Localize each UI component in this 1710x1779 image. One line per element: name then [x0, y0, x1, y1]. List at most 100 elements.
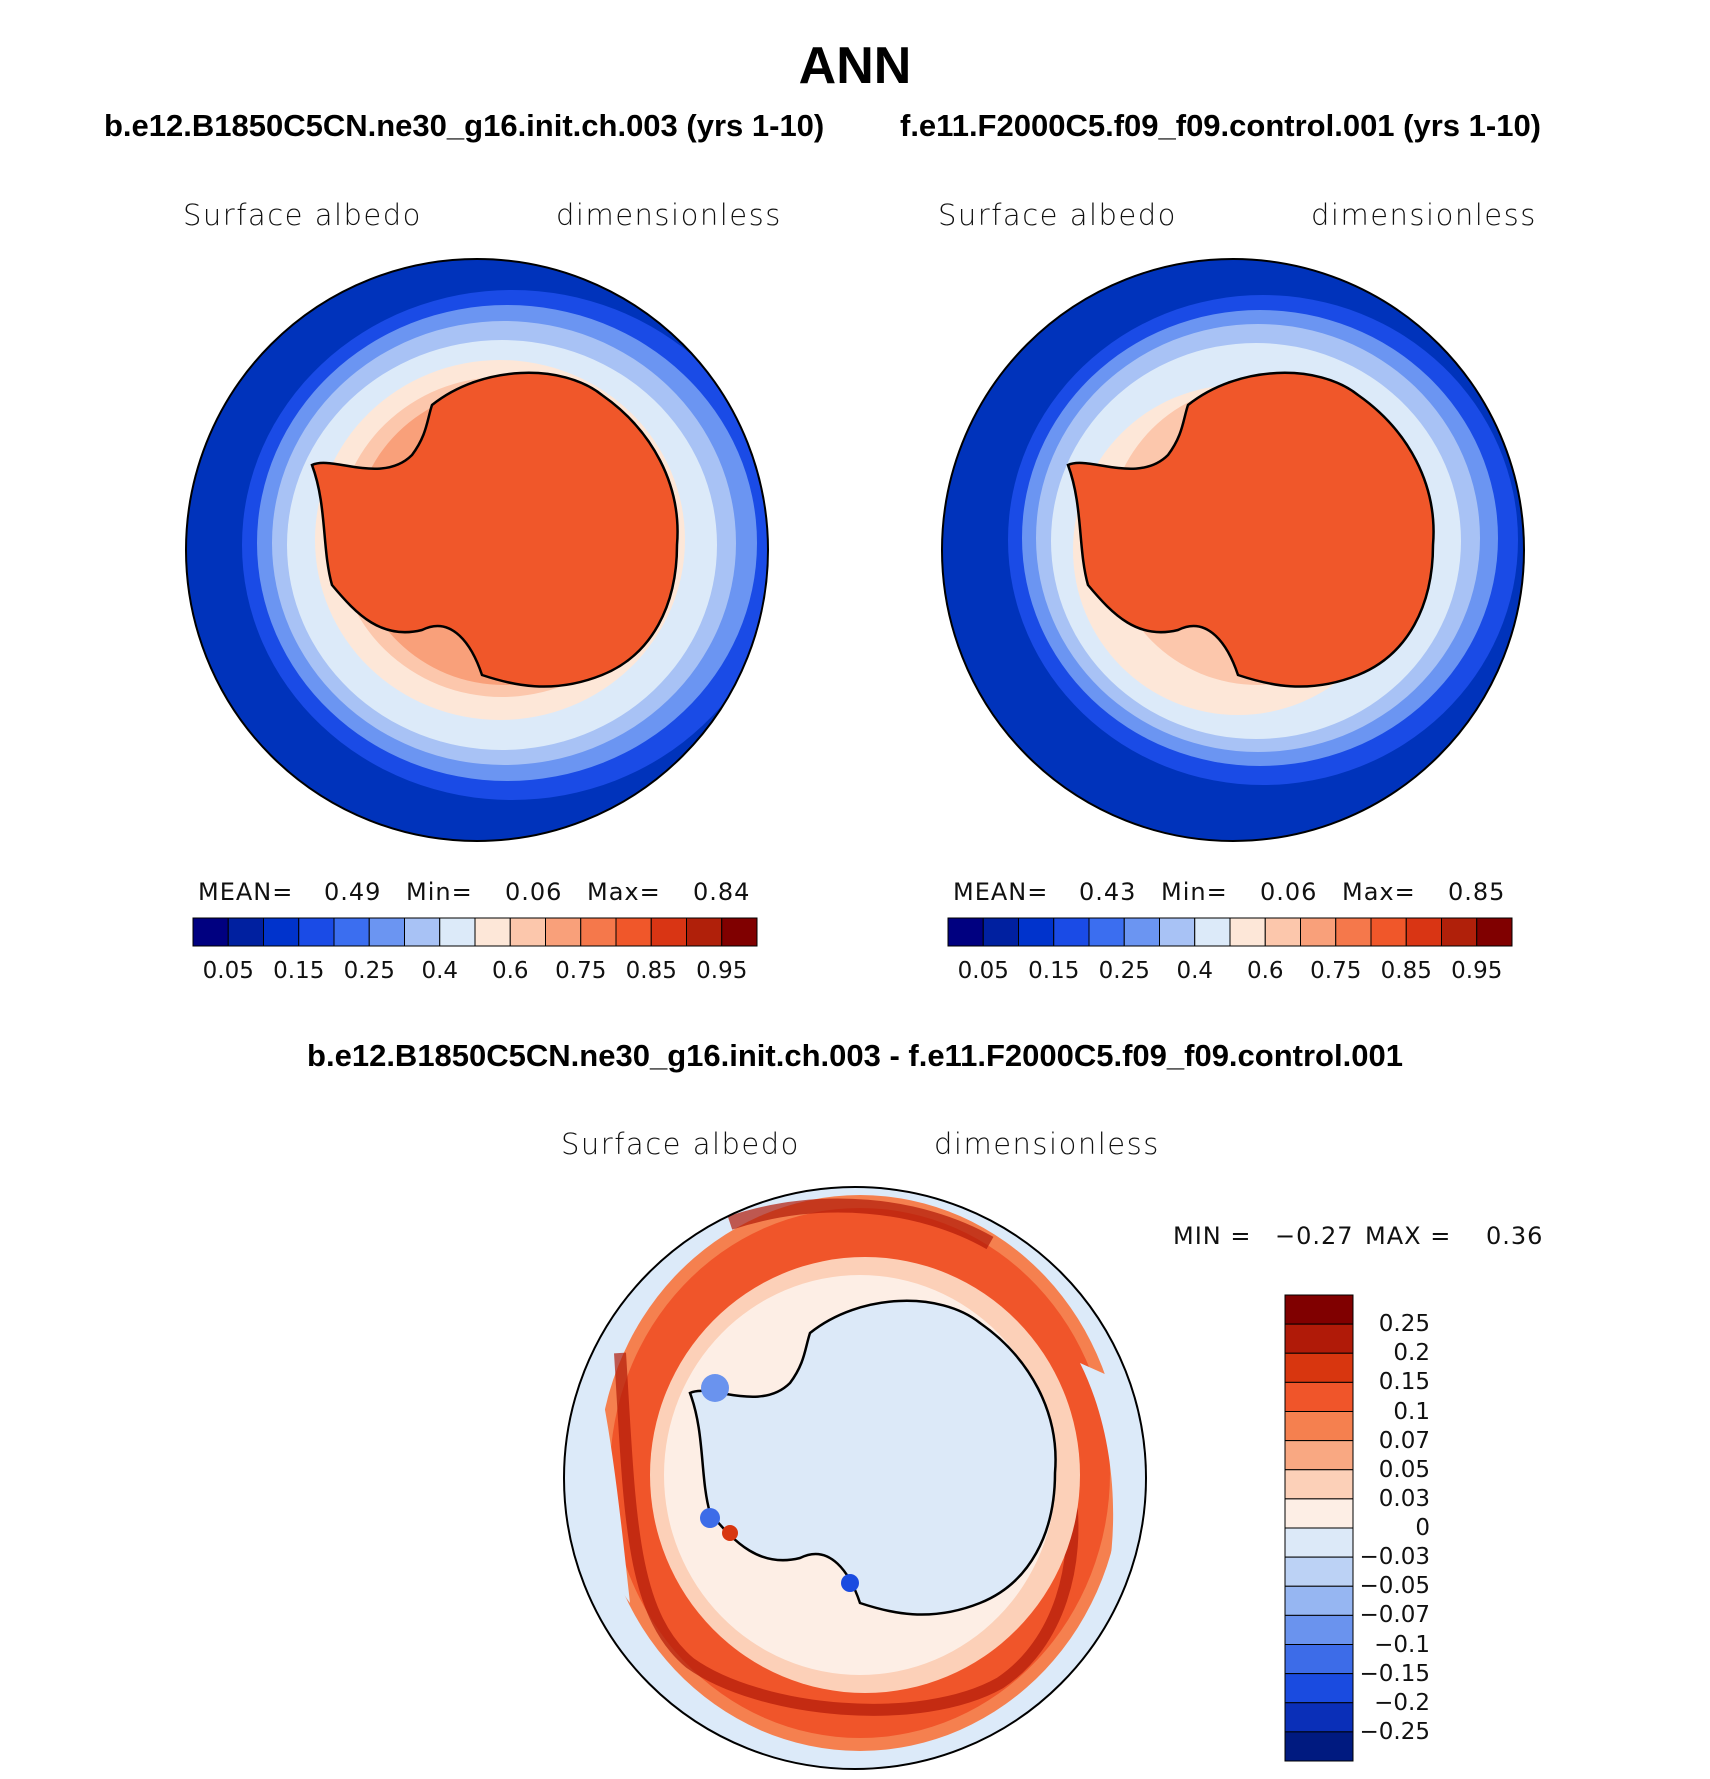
right-colorbar-swatch [1123, 917, 1160, 947]
diff-colorbar-swatch [1284, 1673, 1354, 1704]
diff-units-label: dimensionless [934, 1127, 1160, 1161]
left-colorbar-tick: 0.05 [202, 958, 254, 984]
left-colorbar-swatch [721, 917, 758, 947]
diff-min-label: MIN = [1173, 1222, 1252, 1250]
right-colorbar-tick: 0.6 [1246, 958, 1284, 984]
left-colorbar-swatch [474, 917, 511, 947]
left-colorbar-swatch [439, 917, 476, 947]
left-variable-label: Surface albedo [183, 198, 422, 232]
diff-colorbar-tick: −0.2 [1374, 1689, 1430, 1716]
right-colorbar-tick: 0.85 [1380, 958, 1432, 984]
diff-colorbar-tick: 0.03 [1378, 1485, 1430, 1512]
right-colorbar-swatch [1370, 917, 1407, 947]
right-mean-label: MEAN= [953, 878, 1049, 906]
left-colorbar-tick: 0.75 [555, 958, 607, 984]
left-units-label: dimensionless [556, 198, 782, 232]
left-colorbar-swatch [686, 917, 723, 947]
diff-case-title: b.e12.B1850C5CN.ne30_g16.init.ch.003 - f… [307, 1038, 1403, 1073]
diff-colorbar-swatch [1284, 1411, 1354, 1442]
left-colorbar-tick: 0.15 [273, 958, 325, 984]
right-colorbar-swatch [982, 917, 1019, 947]
right-colorbar-swatch [1335, 917, 1372, 947]
left-colorbar-tick: 0.95 [696, 958, 748, 984]
left-min-label: Min= [406, 878, 473, 906]
left-colorbar-swatch [263, 917, 300, 947]
left-mean-value: 0.49 [324, 878, 382, 906]
right-min-value: 0.06 [1260, 878, 1318, 906]
diff-polar-map [563, 1186, 1147, 1770]
right-min-label: Min= [1161, 878, 1228, 906]
right-colorbar [947, 917, 1513, 947]
diff-colorbar-swatch [1284, 1731, 1354, 1762]
diff-colorbar-tick: 0.15 [1378, 1369, 1430, 1396]
diff-colorbar-tick: 0.05 [1378, 1456, 1430, 1483]
diff-min-value: −0.27 [1275, 1222, 1354, 1250]
right-polar-map [941, 258, 1525, 842]
left-mean-label: MEAN= [198, 878, 294, 906]
diff-colorbar-swatch [1284, 1556, 1354, 1587]
diff-colorbar-swatch [1284, 1644, 1354, 1675]
left-polar-map [185, 258, 769, 842]
diff-colorbar-swatch [1284, 1469, 1354, 1500]
right-colorbar-swatch [947, 917, 984, 947]
left-max-value: 0.84 [693, 878, 751, 906]
diff-colorbar-tick: −0.15 [1359, 1660, 1430, 1687]
right-max-label: Max= [1342, 878, 1416, 906]
diff-colorbar-tick: −0.25 [1359, 1718, 1430, 1745]
left-colorbar-tick: 0.4 [421, 958, 459, 984]
left-colorbar-swatch [368, 917, 405, 947]
right-colorbar-tick: 0.15 [1028, 958, 1080, 984]
diff-colorbar-swatch [1284, 1294, 1354, 1325]
right-max-value: 0.85 [1448, 878, 1506, 906]
right-colorbar-swatch [1300, 917, 1337, 947]
left-max-label: Max= [587, 878, 661, 906]
right-colorbar-tick: 0.4 [1176, 958, 1214, 984]
right-colorbar-swatch [1053, 917, 1090, 947]
diff-colorbar-swatch [1284, 1527, 1354, 1558]
diff-colorbar-tick: −0.03 [1359, 1544, 1430, 1571]
left-colorbar [192, 917, 758, 947]
diff-colorbar-tick: 0 [1415, 1515, 1430, 1541]
right-colorbar-tick: 0.75 [1310, 958, 1362, 984]
page-title: ANN [798, 37, 912, 95]
left-colorbar-swatch [227, 917, 264, 947]
diff-colorbar-swatch [1284, 1498, 1354, 1529]
right-units-label: dimensionless [1311, 198, 1537, 232]
diff-colorbar-swatch [1284, 1323, 1354, 1354]
left-colorbar-swatch [615, 917, 652, 947]
diff-colorbar-swatch [1284, 1702, 1354, 1733]
left-colorbar-swatch [650, 917, 687, 947]
diff-colorbar-tick: 0.2 [1393, 1340, 1430, 1367]
diff-colorbar-swatch [1284, 1614, 1354, 1645]
diff-max-label: MAX = [1365, 1222, 1452, 1250]
left-colorbar-tick: 0.6 [491, 958, 529, 984]
right-colorbar-swatch [1476, 917, 1513, 947]
right-variable-label: Surface albedo [938, 198, 1177, 232]
right-colorbar-tick: 0.25 [1098, 958, 1150, 984]
right-colorbar-swatch [1264, 917, 1301, 947]
right-colorbar-swatch [1159, 917, 1196, 947]
diff-colorbar-tick: 0.25 [1378, 1311, 1430, 1338]
right-colorbar-swatch [1441, 917, 1478, 947]
right-mean-value: 0.43 [1079, 878, 1137, 906]
diff-colorbar [1284, 1294, 1354, 1762]
diff-colorbar-tick: 0.07 [1378, 1427, 1430, 1454]
diff-colorbar-tick: −0.07 [1359, 1602, 1430, 1629]
left-colorbar-swatch [545, 917, 582, 947]
left-colorbar-tick: 0.85 [625, 958, 677, 984]
right-colorbar-swatch [1088, 917, 1125, 947]
right-colorbar-tick: 0.95 [1451, 958, 1503, 984]
diff-colorbar-swatch [1284, 1381, 1354, 1412]
left-colorbar-swatch [333, 917, 370, 947]
right-case-title: f.e11.F2000C5.f09_f09.control.001 (yrs 1… [900, 108, 1542, 143]
diff-colorbar-swatch [1284, 1352, 1354, 1383]
diff-colorbar-tick: −0.1 [1374, 1631, 1430, 1658]
right-colorbar-swatch [1229, 917, 1266, 947]
left-case-title: b.e12.B1850C5CN.ne30_g16.init.ch.003 (yr… [104, 108, 825, 143]
left-colorbar-swatch [298, 917, 335, 947]
right-colorbar-swatch [1405, 917, 1442, 947]
left-colorbar-swatch [192, 917, 229, 947]
diff-colorbar-tick: −0.05 [1359, 1573, 1430, 1600]
left-colorbar-tick: 0.25 [343, 958, 395, 984]
right-colorbar-tick: 0.05 [957, 958, 1009, 984]
